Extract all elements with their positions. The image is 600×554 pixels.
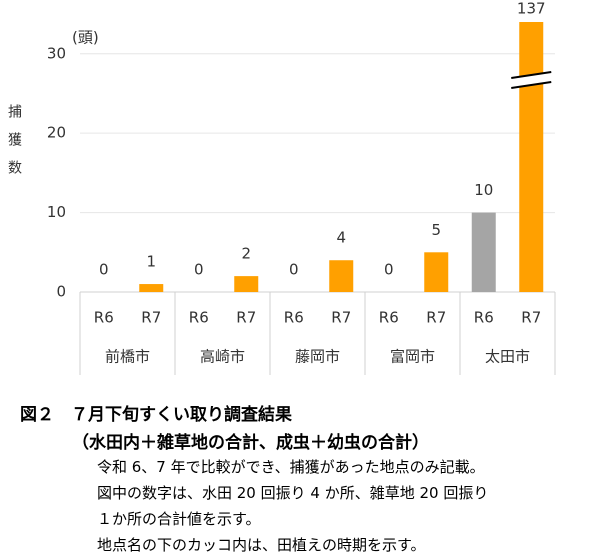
x-tick-label: R7	[426, 309, 446, 327]
bar	[471, 212, 496, 292]
y-axis-label: 捕獲数	[6, 104, 22, 188]
axis-break-gap	[511, 72, 552, 88]
x-group-label: 高崎市	[200, 348, 245, 366]
y-tick-label: 20	[47, 124, 66, 142]
bar	[329, 260, 354, 292]
bar	[139, 284, 164, 292]
x-tick-label: R7	[521, 309, 541, 327]
bar	[519, 22, 544, 292]
x-group-label: 富岡市	[390, 348, 435, 366]
value-label: 2	[241, 245, 251, 263]
value-label: 0	[289, 261, 299, 279]
value-label: 4	[336, 229, 346, 247]
value-label: 0	[194, 261, 204, 279]
x-group-label: 藤岡市	[295, 348, 340, 366]
bar	[424, 252, 449, 292]
y-tick-label: 10	[47, 203, 66, 221]
y-tick-label: 30	[47, 44, 66, 62]
caption-note: 令和 6、7 年で比較ができ、捕獲があった地点のみ記載。	[97, 458, 485, 476]
x-tick-label: R6	[474, 309, 494, 327]
caption-note: １か所の合計値を示す。	[97, 510, 261, 528]
unit-label: (頭)	[72, 29, 99, 47]
x-tick-label: R6	[94, 309, 114, 327]
axis-break-line	[511, 71, 552, 79]
value-label: 0	[384, 261, 394, 279]
axis-break-line	[511, 81, 552, 89]
bar	[234, 276, 259, 292]
x-tick-label: R7	[141, 309, 161, 327]
x-tick-label: R6	[189, 309, 209, 327]
caption-note: 図中の数字は、水田 20 回振り 4 か所、雑草地 20 回振り	[97, 484, 489, 502]
value-label: 0	[99, 261, 109, 279]
x-tick-label: R7	[236, 309, 256, 327]
x-group-label: 太田市	[485, 348, 530, 366]
y-tick-label: 0	[56, 283, 66, 301]
chart: (頭) 0 10 20 30 前橋市 R6 0 R7 1 高崎市 R6 0 R7 2 藤岡市 R6 0 R7 4 富岡…	[47, 0, 556, 375]
caption-subtitle: （水田内＋雑草地の合計、成虫＋幼虫の合計）	[72, 433, 429, 453]
value-label: 137	[517, 0, 546, 18]
value-label: 10	[474, 181, 493, 199]
caption-title: 図２ ７月下旬すくい取り調査結果	[20, 405, 292, 425]
x-tick-label: R6	[284, 309, 304, 327]
value-label: 1	[146, 253, 156, 271]
x-group-label: 前橋市	[105, 348, 150, 366]
x-tick-label: R6	[379, 309, 399, 327]
value-label: 5	[431, 221, 441, 239]
caption-note: 地点名の下のカッコ内は、田植えの時期を示す。	[97, 536, 426, 554]
x-tick-label: R7	[331, 309, 351, 327]
